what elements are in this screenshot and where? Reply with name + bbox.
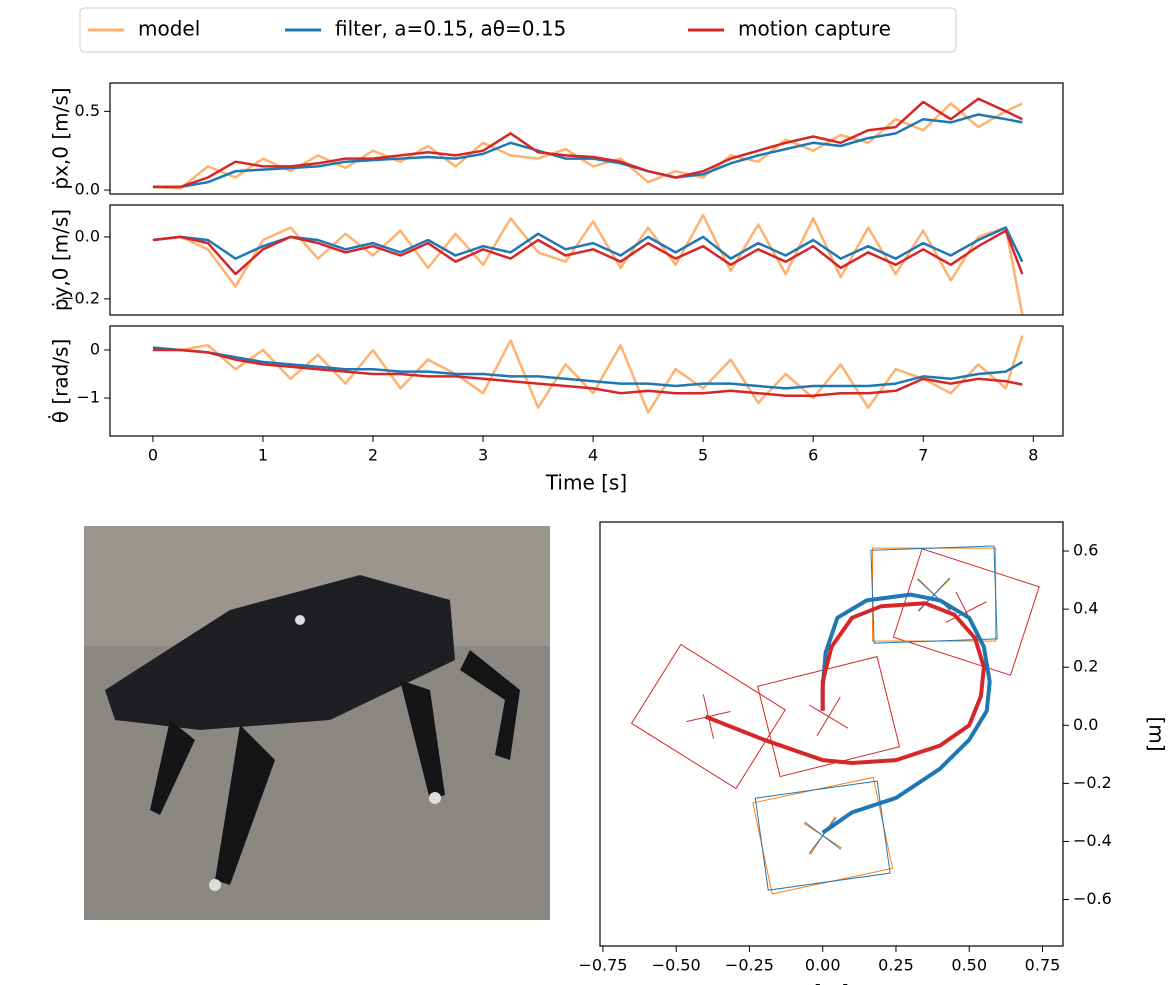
y-tick-label: 0.2 — [1073, 657, 1098, 676]
series-line — [153, 215, 1022, 314]
figure: model filter, a=0.15, aθ=0.15 motion captu… — [0, 0, 1170, 985]
y-tick-label: 0 — [90, 340, 100, 359]
axes-frame — [600, 522, 1063, 946]
marker — [209, 879, 221, 891]
series-line — [153, 99, 1022, 187]
x-tick-label: 0.00 — [805, 956, 841, 975]
axes-frame — [110, 83, 1063, 194]
series-line — [823, 595, 990, 833]
x-tick-label: 0.50 — [951, 956, 987, 975]
x-axis-label: Time [s] — [545, 471, 627, 495]
x-tick-label: 8 — [1028, 446, 1038, 465]
plot-area — [153, 336, 1022, 413]
x-tick-label: 0.25 — [878, 956, 914, 975]
plot-area — [153, 215, 1022, 314]
legend-label: motion capture — [738, 17, 891, 41]
plot-area — [632, 546, 1040, 894]
y-tick-label: 0.0 — [75, 180, 100, 199]
x-tick-label: 0.75 — [1025, 956, 1061, 975]
x-tick-label: 2 — [368, 446, 378, 465]
plot-area — [153, 99, 1022, 189]
marker — [295, 615, 305, 625]
series-line — [153, 348, 1022, 389]
y-tick-label: 0.0 — [75, 226, 100, 245]
pose-marker — [809, 697, 848, 736]
x-tick-label: 5 — [698, 446, 708, 465]
series-line — [706, 603, 984, 763]
y-tick-label: 0.6 — [1073, 541, 1098, 560]
series-line — [153, 104, 1022, 189]
y-tick-label: 0.4 — [1073, 599, 1098, 618]
x-tick-label: 0 — [148, 446, 158, 465]
legend-label: filter, a=0.15, aθ=0.15 — [335, 17, 566, 41]
x-tick-label: −0.25 — [725, 956, 774, 975]
page: model filter, a=0.15, aθ=0.15 motion captu… — [0, 0, 1170, 985]
x-tick-label: 4 — [588, 446, 598, 465]
y-tick-label: −0.2 — [1073, 773, 1112, 792]
x-tick-label: −0.75 — [578, 956, 627, 975]
x-tick-label: 7 — [918, 446, 928, 465]
x-tick-label: 1 — [258, 446, 268, 465]
x-tick-label: 6 — [808, 446, 818, 465]
marker — [429, 792, 441, 804]
y-tick-label: 0.5 — [75, 101, 100, 120]
y-axis-label: ṗx,0 [m/s] — [49, 87, 73, 189]
y-axis-label: θ̇ [rad/s] — [48, 339, 73, 424]
photo — [84, 526, 550, 920]
x-tick-label: 3 — [478, 446, 488, 465]
x-tick-label: −0.50 — [652, 956, 701, 975]
y-tick-label: −0.4 — [1073, 831, 1112, 850]
y-axis-label: ṗy,0 [m/s] — [49, 209, 73, 311]
x-axis-label: [m] — [814, 981, 849, 985]
y-tick-label: −1 — [76, 388, 100, 407]
y-tick-label: −0.6 — [1073, 889, 1112, 908]
y-axis-label: [m] — [1145, 716, 1169, 751]
series-line — [153, 336, 1022, 413]
legend-label: model — [138, 17, 200, 41]
series-line — [153, 115, 1022, 187]
series-line — [153, 228, 1022, 262]
y-tick-label: 0.0 — [1073, 715, 1098, 734]
